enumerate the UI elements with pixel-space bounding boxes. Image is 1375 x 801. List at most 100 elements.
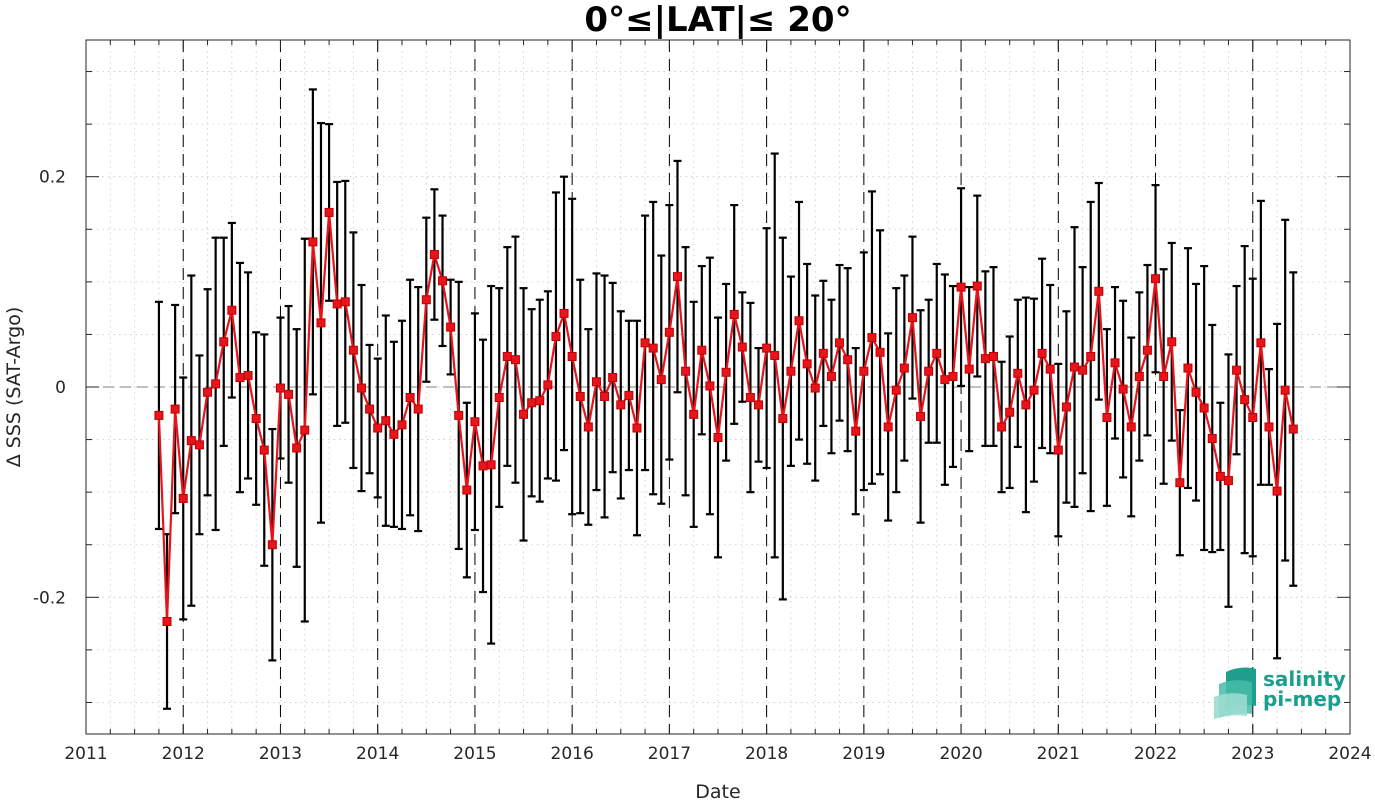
data-point-marker: [1272, 486, 1282, 496]
data-point-marker: [802, 359, 812, 369]
data-point-marker: [308, 237, 318, 247]
data-point-marker: [389, 429, 399, 439]
data-point-marker: [535, 396, 545, 406]
data-point-marker: [1223, 476, 1233, 486]
x-tick-label: 2012: [162, 744, 205, 764]
x-axis-label: Date: [695, 781, 740, 801]
x-tick-label: 2015: [453, 744, 496, 764]
data-point-marker: [608, 373, 618, 383]
data-point-marker: [300, 425, 310, 435]
data-point-marker: [559, 308, 569, 318]
data-point-marker: [1053, 445, 1063, 455]
data-point-marker: [478, 461, 488, 471]
x-tick-label: 2018: [745, 744, 788, 764]
data-point-marker: [907, 313, 917, 323]
data-point-marker: [259, 445, 269, 455]
data-point-marker: [186, 436, 196, 446]
data-point-marker: [454, 410, 464, 420]
data-point-marker: [713, 432, 723, 442]
data-point-marker: [591, 377, 601, 387]
data-point-marker: [1005, 407, 1015, 417]
data-point-marker: [203, 387, 213, 397]
data-point-marker: [1232, 365, 1242, 375]
data-point-marker: [1159, 371, 1169, 381]
data-point-marker: [859, 366, 869, 376]
data-point-marker: [956, 282, 966, 292]
data-point-marker: [762, 343, 772, 353]
data-point-marker: [502, 352, 512, 362]
y-tick-label: 0.2: [39, 168, 66, 188]
data-point-marker: [527, 398, 537, 408]
data-point-marker: [1199, 403, 1209, 413]
data-point-marker: [988, 352, 998, 362]
data-point-marker: [1013, 368, 1023, 378]
x-tick-labels: 2011 2012 2013 2014 2015 2016 2017 2018 2019 2020…: [64, 744, 1371, 764]
data-point-marker: [267, 540, 277, 550]
data-point-marker: [1134, 371, 1144, 381]
data-point-marker: [413, 404, 423, 414]
data-point-marker: [826, 371, 836, 381]
data-point-marker: [438, 276, 448, 286]
data-point-marker: [940, 375, 950, 385]
data-point-marker: [737, 342, 747, 352]
y-tick-labels: -0.2 0 0.2: [33, 168, 66, 609]
data-point-marker: [1191, 387, 1201, 397]
data-point-marker: [624, 390, 634, 400]
x-tick-label: 2011: [64, 744, 107, 764]
y-tick-label: -0.2: [33, 588, 66, 608]
data-point-marker: [729, 309, 739, 319]
x-tick-label: 2016: [551, 744, 594, 764]
data-point-marker: [1264, 422, 1274, 432]
data-point-marker: [964, 364, 974, 374]
data-point-marker: [340, 297, 350, 307]
data-point-marker: [754, 400, 764, 410]
data-point-marker: [899, 363, 909, 373]
data-point-marker: [648, 343, 658, 353]
data-point-marker: [162, 616, 172, 626]
data-point-marker: [656, 375, 666, 385]
data-point-marker: [600, 391, 610, 401]
data-point-marker: [664, 327, 674, 337]
data-point-marker: [275, 383, 285, 393]
data-point-marker: [543, 380, 553, 390]
x-tick-label: 2013: [259, 744, 302, 764]
data-point-marker: [1256, 338, 1266, 348]
data-point-marker: [373, 423, 383, 433]
data-point-marker: [616, 400, 626, 410]
data-point-marker: [916, 411, 926, 421]
data-point-marker: [348, 345, 358, 355]
data-point-marker: [397, 420, 407, 430]
data-point-marker: [891, 385, 901, 395]
data-point-marker: [883, 422, 893, 432]
data-point-marker: [219, 337, 229, 347]
data-point-marker: [324, 207, 334, 217]
data-point-marker: [243, 370, 253, 380]
data-point-marker: [583, 422, 593, 432]
data-point-marker: [948, 371, 958, 381]
data-point-marker: [1118, 384, 1128, 394]
data-point-marker: [1167, 337, 1177, 347]
data-point-marker: [381, 416, 391, 426]
data-point-marker: [178, 493, 188, 503]
data-point-marker: [154, 410, 164, 420]
series-markers: [154, 207, 1298, 626]
data-point-marker: [1037, 348, 1047, 358]
data-point-marker: [786, 366, 796, 376]
data-point-marker: [227, 305, 237, 315]
data-point-marker: [251, 414, 261, 424]
data-point-marker: [1215, 471, 1225, 481]
data-point-marker: [486, 460, 496, 470]
x-tick-label: 2022: [1134, 744, 1177, 764]
data-point-marker: [567, 352, 577, 362]
data-point-marker: [551, 332, 561, 342]
x-tick-label: 2023: [1231, 744, 1274, 764]
salinity-wave-logo-icon: [1214, 667, 1256, 719]
data-point-marker: [689, 409, 699, 419]
data-point-marker: [778, 414, 788, 424]
chart-title: 0°≤|LAT|≤ 20°: [584, 0, 851, 40]
data-point-marker: [1240, 395, 1250, 405]
data-point-marker: [1151, 274, 1161, 284]
data-point-marker: [1070, 362, 1080, 372]
data-point-marker: [519, 409, 529, 419]
logo-text-salinity: salinity: [1263, 667, 1346, 691]
